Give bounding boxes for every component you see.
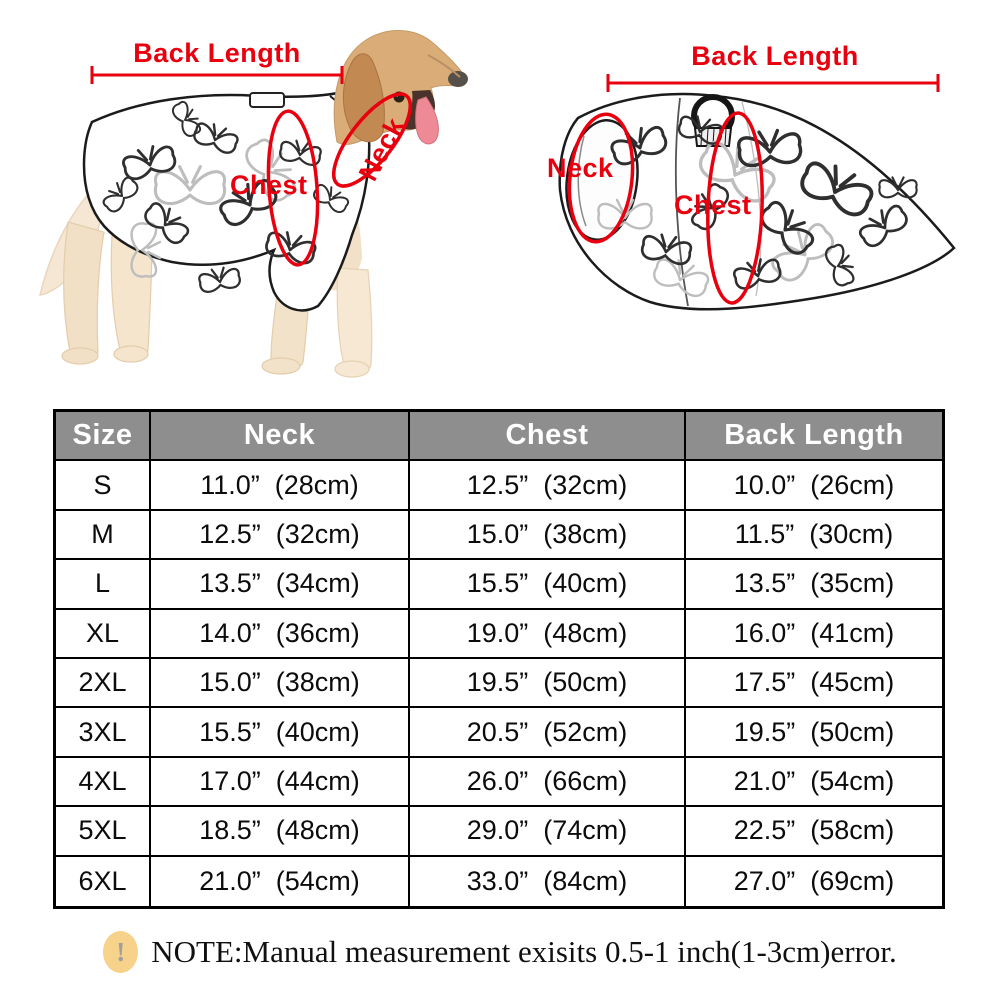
table-cell-chest: 19.0” (48cm)	[410, 609, 686, 659]
table-cell-size: S	[56, 461, 151, 511]
chest-ellipse-right	[706, 111, 764, 305]
table-header-size: Size	[56, 412, 151, 462]
exclamation-icon: !	[103, 931, 139, 973]
table-cell-neck: 15.0” (38cm)	[151, 658, 410, 709]
neck-label-right: Neck	[547, 153, 614, 183]
table-cell-back-length: 11.5” (30cm)	[686, 511, 942, 561]
table-cell-neck: 14.0” (36cm)	[151, 609, 410, 659]
table-header-neck: Neck	[151, 412, 410, 462]
table-cell-chest: 29.0” (74cm)	[410, 807, 686, 857]
table-cell-chest: 20.5” (52cm)	[410, 708, 686, 758]
back-length-label-left: Back Length	[133, 38, 301, 68]
table-cell-neck: 13.5” (34cm)	[151, 560, 410, 610]
table-cell-chest: 19.5” (50cm)	[410, 658, 686, 709]
table-cell-chest: 12.5” (32cm)	[410, 461, 686, 511]
table-cell-back-length: 16.0” (41cm)	[686, 610, 942, 659]
table-cell-size: 6XL	[56, 856, 151, 906]
neck-ellipse-right	[567, 112, 635, 244]
dog-tongue	[415, 96, 439, 145]
dog-nose	[448, 71, 468, 87]
back-length-measure-line-left	[90, 66, 344, 84]
table-header-chest: Chest	[410, 412, 686, 462]
table-cell-back-length: 22.5” (58cm)	[686, 807, 942, 857]
dog-wearing-vest-illustration	[39, 30, 468, 378]
table-cell-size: 3XL	[56, 708, 151, 758]
table-cell-size: 5XL	[56, 807, 151, 857]
table-cell-size: 2XL	[56, 658, 151, 709]
table-cell-back-length: 17.5” (45cm)	[686, 659, 942, 709]
table-cell-chest: 15.5” (40cm)	[410, 560, 686, 610]
chest-label-right: Chest	[674, 190, 752, 220]
table-cell-neck: 11.0” (28cm)	[151, 461, 410, 511]
measurement-note: ! NOTE:Manual measurement exisits 0.5-1 …	[0, 931, 1000, 973]
table-cell-size: M	[56, 510, 151, 561]
note-text: NOTE:Manual measurement exisits 0.5-1 in…	[151, 934, 897, 969]
dog-ear	[342, 53, 385, 143]
table-cell-back-length: 13.5” (35cm)	[686, 560, 942, 610]
table-cell-chest: 26.0” (66cm)	[410, 757, 686, 808]
table-cell-neck: 21.0” (54cm)	[151, 856, 410, 906]
back-length-label-right: Back Length	[691, 41, 859, 71]
table-cell-back-length: 21.0” (54cm)	[686, 758, 942, 808]
table-cell-size: 4XL	[56, 757, 151, 808]
table-cell-size: XL	[56, 609, 151, 659]
table-cell-back-length: 10.0” (26cm)	[686, 461, 942, 511]
table-cell-size: L	[56, 560, 151, 610]
table-cell-neck: 18.5” (48cm)	[151, 807, 410, 857]
table-cell-neck: 12.5” (32cm)	[151, 510, 410, 561]
flat-vest-illustration	[558, 74, 956, 311]
table-cell-back-length: 27.0” (69cm)	[733, 865, 895, 896]
chest-ellipse-left	[266, 109, 320, 267]
back-length-measure-line-right	[606, 74, 940, 92]
neck-ellipse-left	[332, 92, 412, 188]
measurement-diagrams: Back Length Chest Neck Back Length Neck …	[0, 0, 1000, 405]
size-table: Size Neck Chest Back Length S 11.0” (28c…	[53, 409, 945, 909]
table-cell-back-length: 19.5” (50cm)	[686, 708, 942, 758]
table-cell-neck: 15.5” (40cm)	[151, 708, 410, 758]
table-cell-chest: 33.0” (84cm)	[410, 856, 686, 906]
table-header-back-length: Back Length	[686, 412, 942, 462]
chest-label-left: Chest	[230, 170, 308, 200]
table-cell-chest: 15.0” (38cm)	[410, 510, 686, 561]
table-cell-neck: 17.0” (44cm)	[151, 757, 410, 808]
